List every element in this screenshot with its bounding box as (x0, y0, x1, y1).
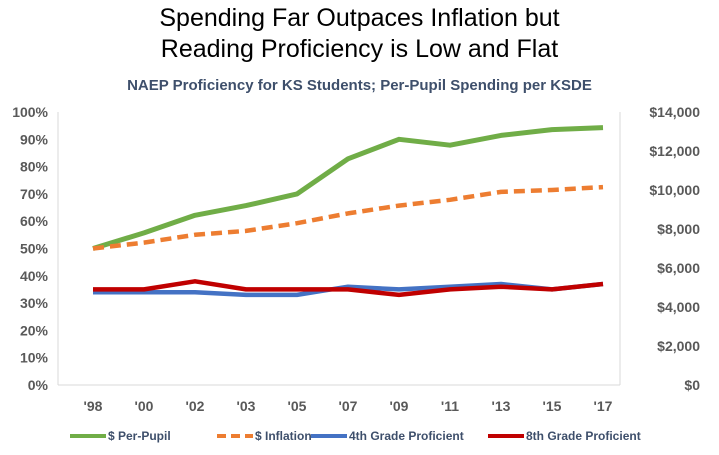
chart-title-line-1: Spending Far Outpaces Inflation but (159, 4, 560, 32)
legend-label-1: $ Per-Pupil (108, 429, 171, 443)
y-right-tick-label: $0 (684, 377, 700, 393)
legend-label-3: 4th Grade Proficient (349, 429, 464, 443)
y-right-tick-label: $14,000 (649, 104, 700, 120)
y-left-tick-label: 30% (20, 295, 49, 311)
y-left-tick-label: 70% (20, 186, 49, 202)
y-left-tick-label: 90% (20, 131, 49, 147)
x-tick-label: '17 (594, 398, 613, 414)
series-line-4 (93, 279, 604, 298)
x-tick-label: '03 (237, 398, 256, 414)
y-left-tick-label: 40% (20, 268, 49, 284)
y-left-tick-label: 60% (20, 213, 49, 229)
x-tick-label: '07 (339, 398, 358, 414)
y-left-tick-label: 10% (20, 350, 49, 366)
legend-label-4: 8th Grade Proficient (526, 429, 641, 443)
x-tick-label: '15 (543, 398, 562, 414)
chart-title-line-2: Reading Proficiency is Low and Flat (160, 35, 559, 63)
y-right-tick-label: $8,000 (657, 221, 700, 237)
y-left-tick-label: 50% (20, 241, 49, 257)
y-right-tick-label: $12,000 (649, 143, 700, 159)
y-right-tick-label: $10,000 (649, 182, 700, 198)
x-tick-label: '00 (135, 398, 154, 414)
legend-label-2: $ Inflation (255, 429, 312, 443)
x-tick-label: '05 (288, 398, 307, 414)
y-left-tick-label: 20% (20, 322, 49, 338)
chart-subtitle: NAEP Proficiency for KS Students; Per-Pu… (127, 77, 592, 94)
y-left-tick-label: 100% (12, 104, 48, 120)
y-left-tick-label: 80% (20, 159, 49, 175)
series-line-1 (92, 125, 604, 251)
x-tick-label: '02 (186, 398, 205, 414)
y-right-tick-label: $2,000 (657, 338, 700, 354)
y-right-tick-label: $4,000 (657, 299, 700, 315)
series-line-2 (92, 184, 604, 251)
x-tick-label: '13 (492, 398, 511, 414)
x-tick-label: '98 (84, 398, 103, 414)
x-tick-label: '11 (441, 398, 459, 414)
y-left-tick-label: 0% (28, 377, 49, 393)
x-tick-label: '09 (390, 398, 409, 414)
y-right-tick-label: $6,000 (657, 260, 700, 276)
